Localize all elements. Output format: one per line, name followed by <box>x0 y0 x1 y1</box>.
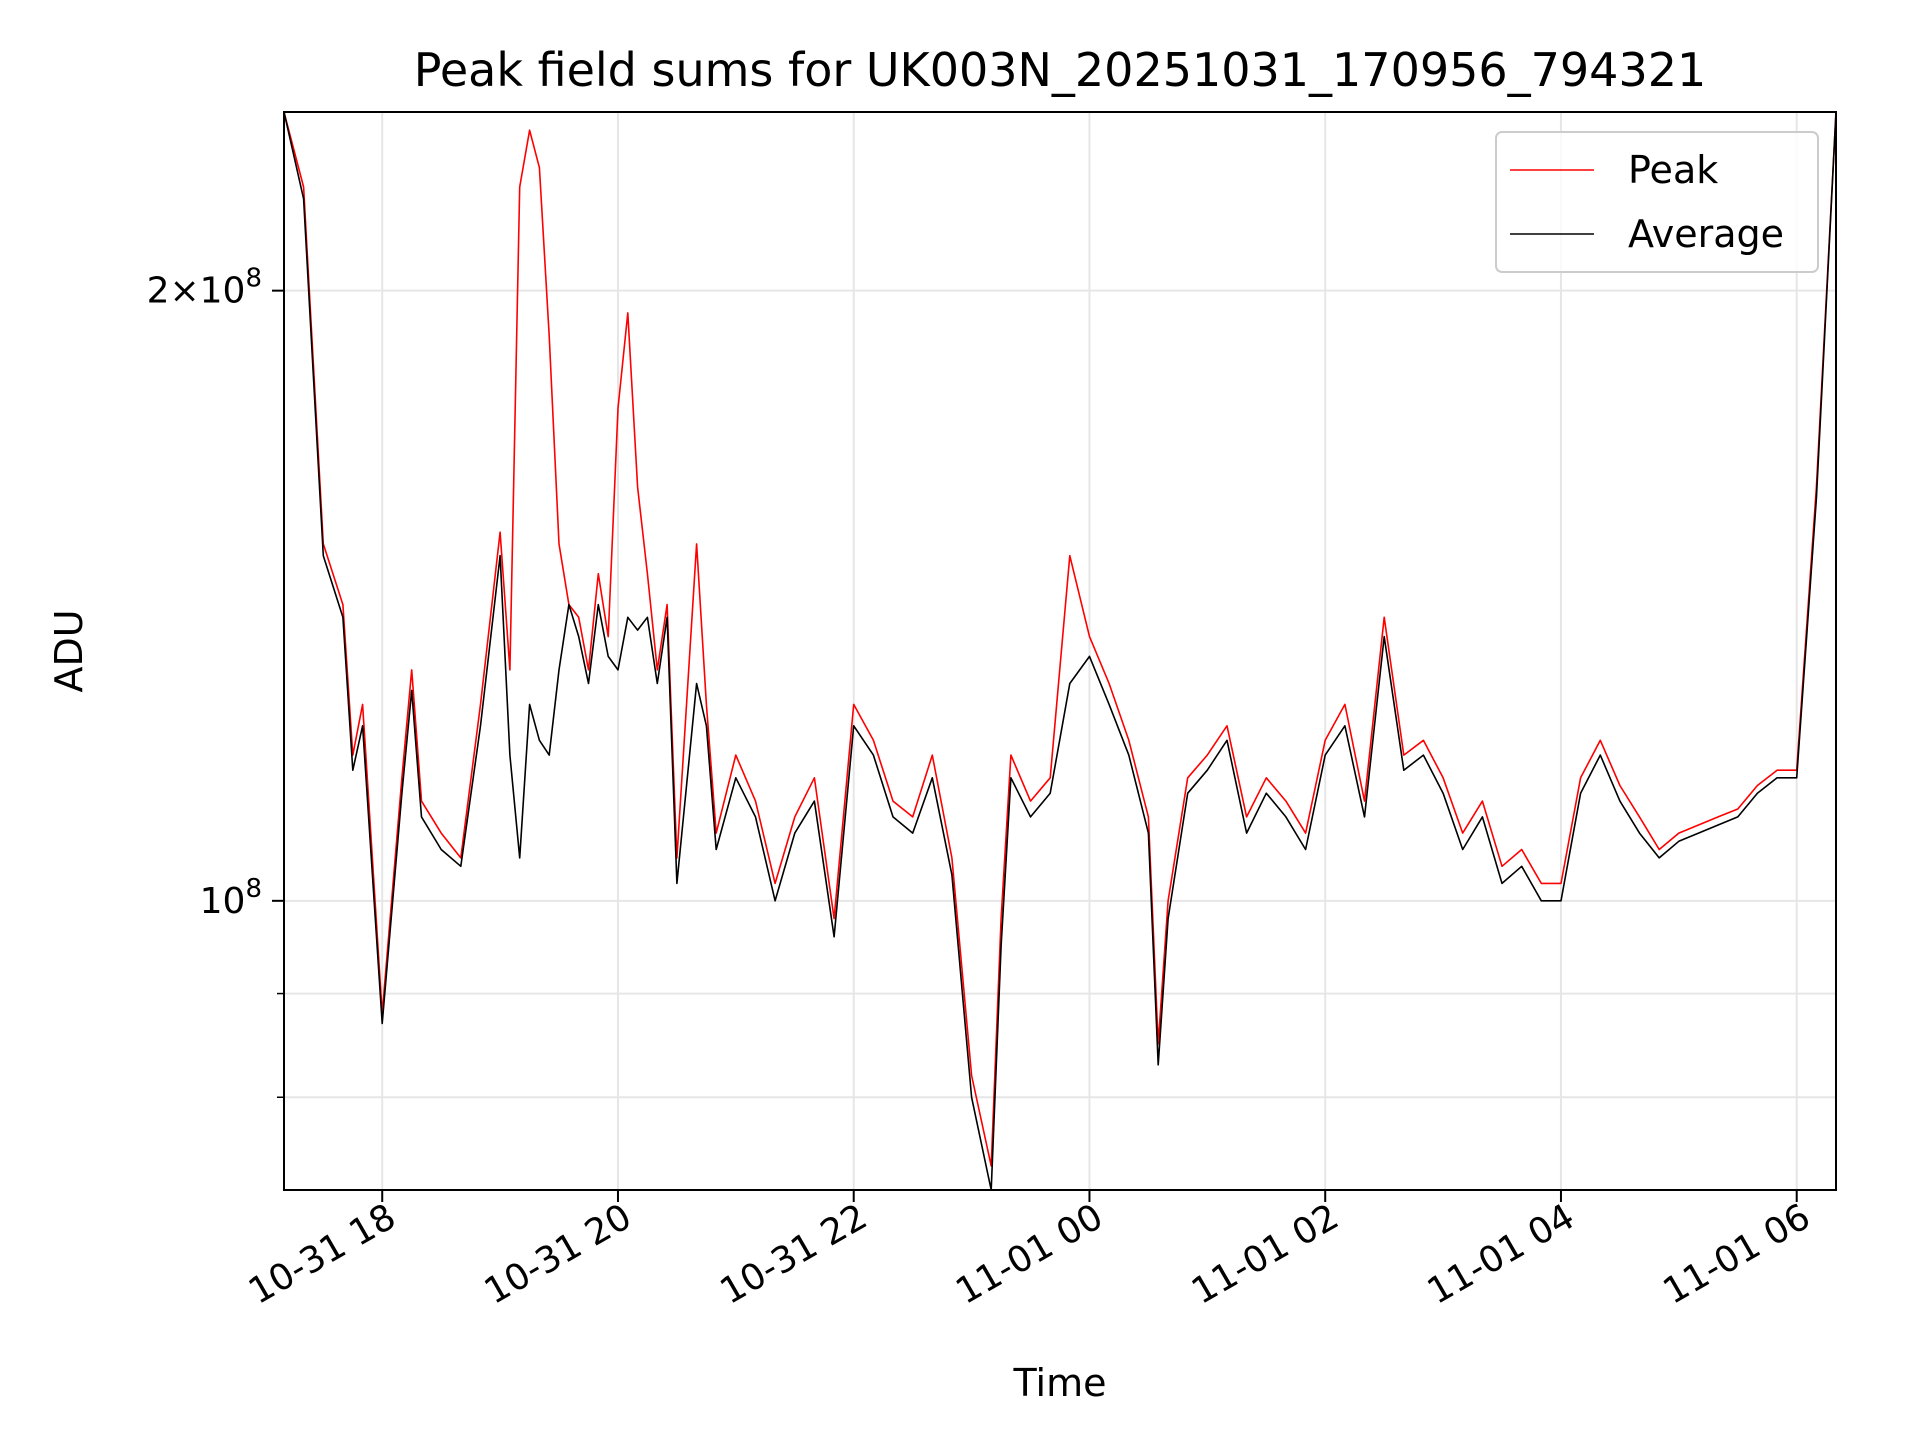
x-axis-label: Time <box>1013 1361 1107 1405</box>
chart-title: Peak field sums for UK003N_20251031_1709… <box>414 43 1707 97</box>
series-line-average <box>284 112 1836 1190</box>
legend-label-peak: Peak <box>1628 148 1718 192</box>
plot-layer <box>284 112 1836 1190</box>
y-tick-label: 108 <box>200 874 262 922</box>
plot-frame <box>283 111 1837 1191</box>
grid-layer <box>284 112 1836 1190</box>
y-tick-label: 2×108 <box>147 264 262 312</box>
legend-label-average: Average <box>1628 212 1784 256</box>
series-line-peak <box>284 112 1836 1167</box>
legend-box <box>1495 131 1819 273</box>
y-axis-label: ADU <box>47 609 91 692</box>
legend: Peak Average <box>1495 131 1819 273</box>
